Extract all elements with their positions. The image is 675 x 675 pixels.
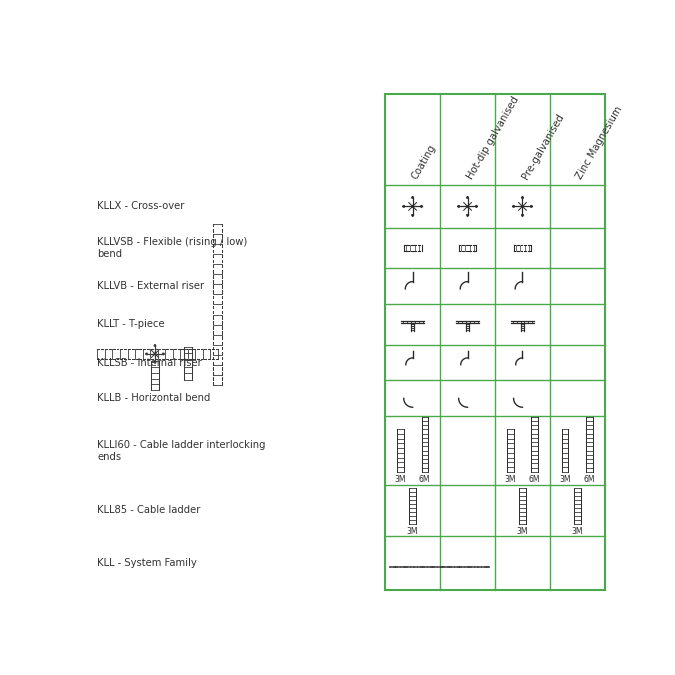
Text: 3M: 3M	[517, 527, 529, 536]
Polygon shape	[512, 205, 514, 207]
Polygon shape	[466, 196, 468, 198]
Polygon shape	[476, 205, 478, 207]
Text: KLLVB - External riser: KLLVB - External riser	[97, 281, 205, 292]
Polygon shape	[458, 205, 459, 207]
Text: 6M: 6M	[584, 475, 595, 484]
Text: KLLX - Cross-over: KLLX - Cross-over	[97, 201, 185, 211]
Polygon shape	[154, 362, 156, 363]
Text: Zinc Magnesium: Zinc Magnesium	[575, 105, 625, 181]
Text: Pre-galvanised: Pre-galvanised	[520, 112, 566, 181]
Text: Coating: Coating	[410, 142, 438, 181]
Polygon shape	[402, 205, 404, 207]
Text: 6M: 6M	[529, 475, 540, 484]
Text: 3M: 3M	[407, 527, 418, 536]
Polygon shape	[522, 196, 524, 198]
Polygon shape	[412, 215, 414, 217]
Polygon shape	[421, 205, 423, 207]
Text: KLLSB - Internal riser: KLLSB - Internal riser	[97, 358, 202, 368]
Text: KLLI60 - Cable ladder interlocking
ends: KLLI60 - Cable ladder interlocking ends	[97, 439, 266, 462]
Text: KLLB - Horizontal bend: KLLB - Horizontal bend	[97, 394, 211, 404]
Circle shape	[412, 206, 414, 207]
Text: KLL - System Family: KLL - System Family	[97, 558, 197, 568]
Bar	[385, 94, 605, 591]
Text: KLLT - T-piece: KLLT - T-piece	[97, 319, 165, 329]
Polygon shape	[145, 353, 147, 355]
Text: 3M: 3M	[560, 475, 571, 484]
Text: Hot-dip galvanised: Hot-dip galvanised	[465, 95, 520, 181]
Text: 3M: 3M	[572, 527, 583, 536]
Polygon shape	[412, 196, 414, 198]
Polygon shape	[154, 344, 156, 346]
Text: 6M: 6M	[419, 475, 431, 484]
Text: KLLVSB - Flexible (rising / low)
bend: KLLVSB - Flexible (rising / low) bend	[97, 237, 248, 259]
Text: 3M: 3M	[505, 475, 516, 484]
Polygon shape	[163, 353, 165, 355]
Polygon shape	[531, 205, 533, 207]
Polygon shape	[522, 215, 524, 217]
Circle shape	[154, 353, 156, 354]
Polygon shape	[466, 215, 468, 217]
Circle shape	[466, 206, 468, 207]
Circle shape	[522, 206, 523, 207]
Text: 3M: 3M	[395, 475, 406, 484]
Text: KLL85 - Cable ladder: KLL85 - Cable ladder	[97, 506, 201, 516]
